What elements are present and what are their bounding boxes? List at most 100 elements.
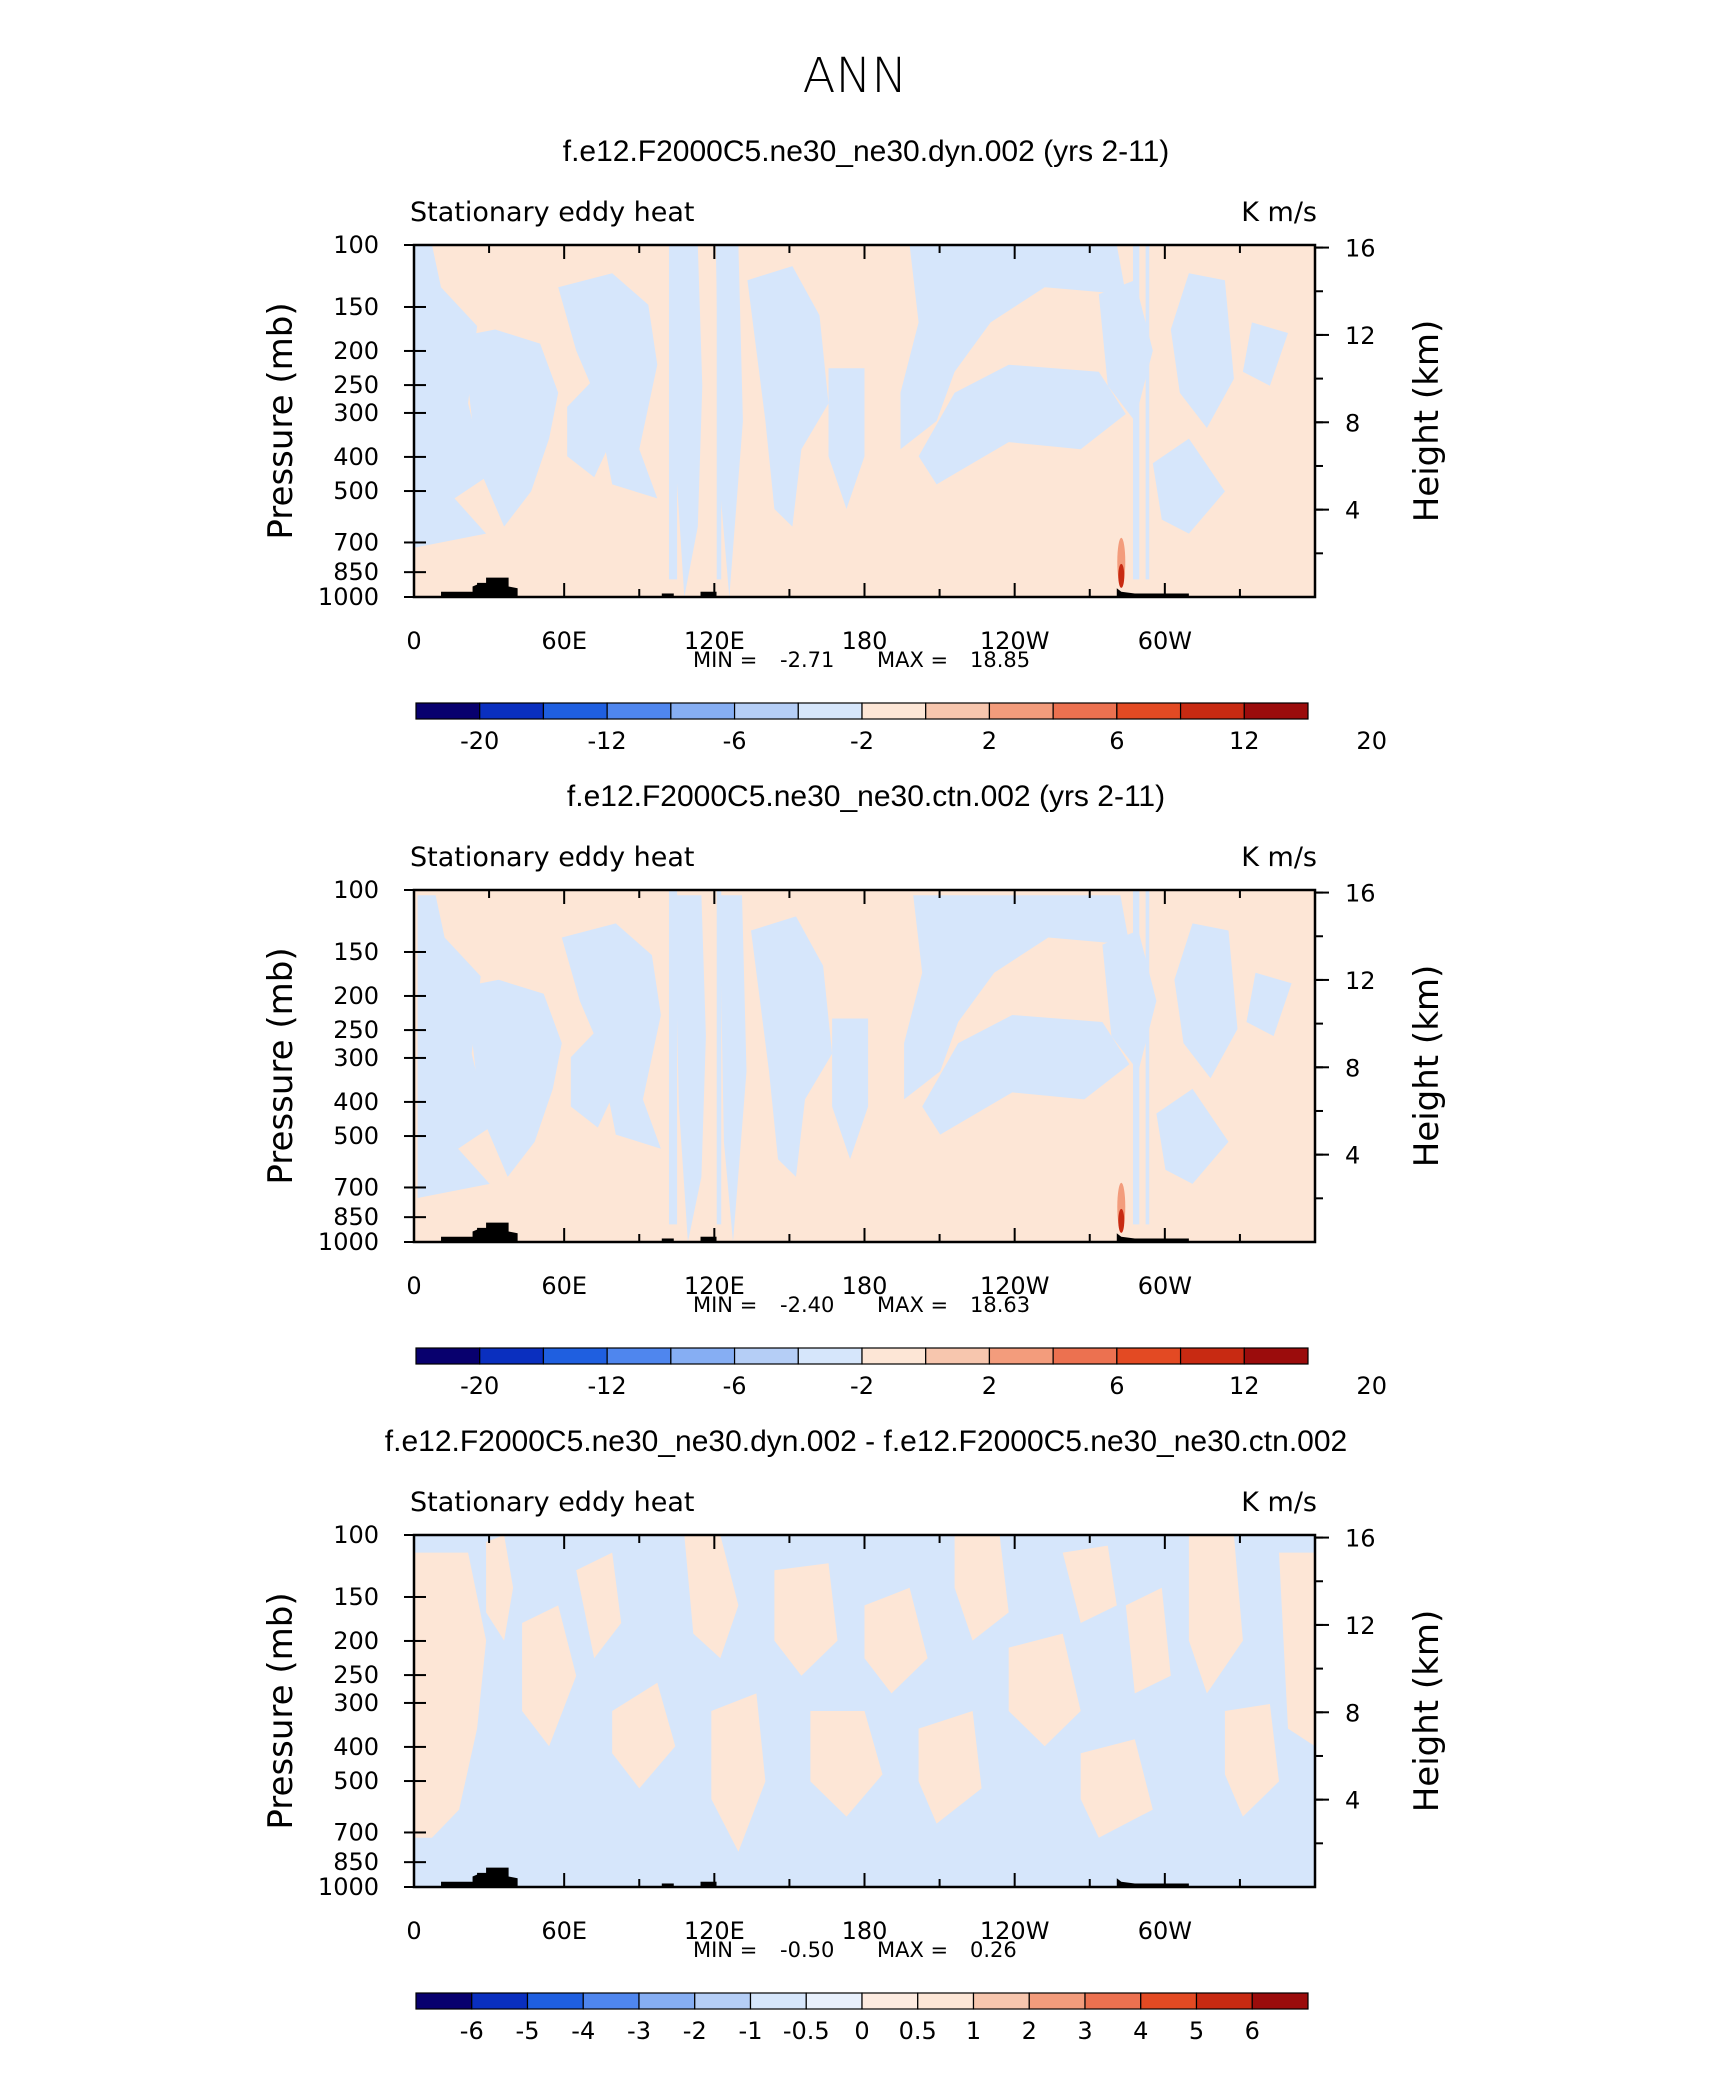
colorbar-label: -5 — [516, 2017, 540, 2045]
colorbar-box — [1243, 702, 1309, 720]
y-tick-label: 850 — [333, 1203, 379, 1231]
colorbar-label: 20 — [1356, 1372, 1387, 1400]
figure-title: ANN — [803, 48, 908, 104]
colorbar-label: 6 — [1109, 727, 1124, 755]
panel-title: f.e12.F2000C5.ne30_ne30.dyn.002 (yrs 2-1… — [563, 135, 1170, 168]
colorbar-box — [1179, 702, 1245, 720]
colorbar-label: -2 — [850, 1372, 874, 1400]
contour-region — [864, 1587, 928, 1694]
colorbar-box — [479, 702, 545, 720]
topography-indonesia — [700, 1236, 717, 1242]
y-right-tick-label: 4 — [1345, 497, 1360, 525]
contour-region — [954, 1535, 1009, 1641]
contour-region — [462, 979, 562, 1177]
contour-region — [684, 1535, 739, 1659]
topography-seasia — [661, 1238, 674, 1242]
plot-area — [414, 245, 1315, 597]
colorbar-label: 5 — [1189, 2017, 1204, 2045]
y-tick-label: 150 — [333, 293, 379, 321]
colorbar-box — [638, 1992, 696, 2010]
colorbar-box — [917, 1992, 975, 2010]
y-right-tick-label: 8 — [1345, 1054, 1360, 1082]
y-right-tick-label: 12 — [1345, 967, 1376, 995]
y-tick-label: 250 — [333, 1016, 379, 1044]
max-label: MAX = — [877, 1938, 948, 1962]
y-right-tick-label: 8 — [1345, 1699, 1360, 1727]
colorbar-label: 6 — [1245, 2017, 1260, 2045]
y-tick-label: 1000 — [318, 1228, 379, 1256]
colorbar-label: 2 — [982, 1372, 997, 1400]
contour-filament — [668, 245, 678, 580]
y-tick-label: 200 — [333, 337, 379, 365]
contour-region — [747, 266, 829, 527]
colorbar-box — [988, 1347, 1054, 1365]
y-right-axis-label: Height (km) — [1407, 965, 1447, 1168]
colorbar-box — [861, 1347, 927, 1365]
contour-region — [922, 1015, 1130, 1135]
x-tick-label: 120E — [684, 1272, 745, 1300]
contour-region — [1279, 1552, 1315, 1747]
contour-region — [1102, 930, 1157, 1072]
contour-region — [1080, 1739, 1153, 1838]
colorbar-box — [415, 1347, 481, 1365]
y-axis-label: Pressure (mb) — [261, 302, 301, 539]
topography-indonesia — [700, 591, 717, 597]
colorbar-box — [1140, 1992, 1198, 2010]
colorbar-box — [1028, 1992, 1086, 2010]
contour-region — [1246, 972, 1292, 1037]
y-right-tick-label: 12 — [1345, 322, 1376, 350]
y-tick-label: 500 — [333, 477, 379, 505]
x-tick-label: 60E — [541, 1917, 587, 1945]
colorbar-label: -1 — [739, 2017, 763, 2045]
y-tick-label: 100 — [333, 876, 379, 904]
units-label: K m/s — [1241, 197, 1317, 228]
colorbar-box — [542, 1347, 608, 1365]
colorbar-label: 0.5 — [899, 2017, 937, 2045]
x-tick-label: 0 — [406, 1272, 421, 1300]
chart-panel-1: f.e12.F2000C5.ne30_ne30.dyn.002 (yrs 2-1… — [261, 135, 1447, 755]
y-right-tick-label: 4 — [1345, 1787, 1360, 1815]
contour-region — [1242, 322, 1288, 386]
colorbar-box — [988, 702, 1054, 720]
topography-seasia — [661, 593, 674, 597]
colorbar-box — [797, 702, 863, 720]
max-hotspot-core — [1118, 563, 1125, 588]
colorbar-box — [1052, 702, 1118, 720]
colorbar-box — [415, 702, 481, 720]
y-tick-label: 400 — [333, 443, 379, 471]
x-tick-label: 60E — [541, 627, 587, 655]
min-label: MIN = — [693, 1938, 757, 1962]
variable-label: Stationary eddy heat — [410, 197, 695, 228]
topography-seasia — [661, 1883, 674, 1887]
contour-region — [570, 1029, 616, 1128]
y-tick-label: 200 — [333, 1627, 379, 1655]
y-right-axis-label: Height (km) — [1407, 1610, 1447, 1813]
x-tick-label: 120E — [684, 627, 745, 655]
contour-region — [810, 1711, 883, 1817]
y-tick-label: 100 — [333, 1521, 379, 1549]
y-tick-label: 500 — [333, 1767, 379, 1795]
units-label: K m/s — [1241, 1487, 1317, 1518]
y-axis-label: Pressure (mb) — [261, 1592, 301, 1829]
y-tick-label: 250 — [333, 371, 379, 399]
colorbar-label: -12 — [587, 1372, 626, 1400]
y-tick-label: 1000 — [318, 1873, 379, 1901]
colorbar-label: -6 — [723, 1372, 747, 1400]
colorbar-box — [805, 1992, 863, 2010]
y-tick-label: 700 — [333, 1173, 379, 1201]
colorbar-box — [670, 1347, 736, 1365]
y-tick-label: 700 — [333, 528, 379, 556]
colorbar-label: -20 — [460, 1372, 499, 1400]
colorbar-label: -4 — [571, 2017, 595, 2045]
topography-asia — [441, 1867, 518, 1887]
contour-region — [558, 273, 658, 499]
y-right-tick-label: 4 — [1345, 1142, 1360, 1170]
y-tick-label: 250 — [333, 1661, 379, 1689]
contour-region — [1170, 273, 1234, 428]
contour-filament — [716, 245, 722, 580]
colorbar-box — [1179, 1347, 1245, 1365]
contour-region — [715, 245, 743, 597]
colorbar-label: -12 — [587, 727, 626, 755]
colorbar-box — [797, 1347, 863, 1365]
colorbar-box — [1195, 1992, 1253, 2010]
